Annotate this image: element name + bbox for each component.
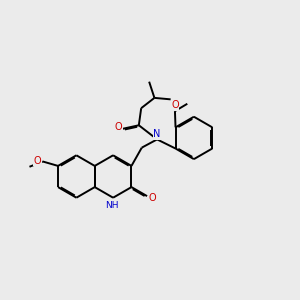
Text: O: O [171, 100, 179, 110]
Text: O: O [34, 156, 41, 166]
Text: O: O [114, 122, 122, 132]
Text: O: O [148, 193, 156, 202]
Text: NH: NH [105, 201, 119, 210]
Text: N: N [153, 129, 161, 139]
